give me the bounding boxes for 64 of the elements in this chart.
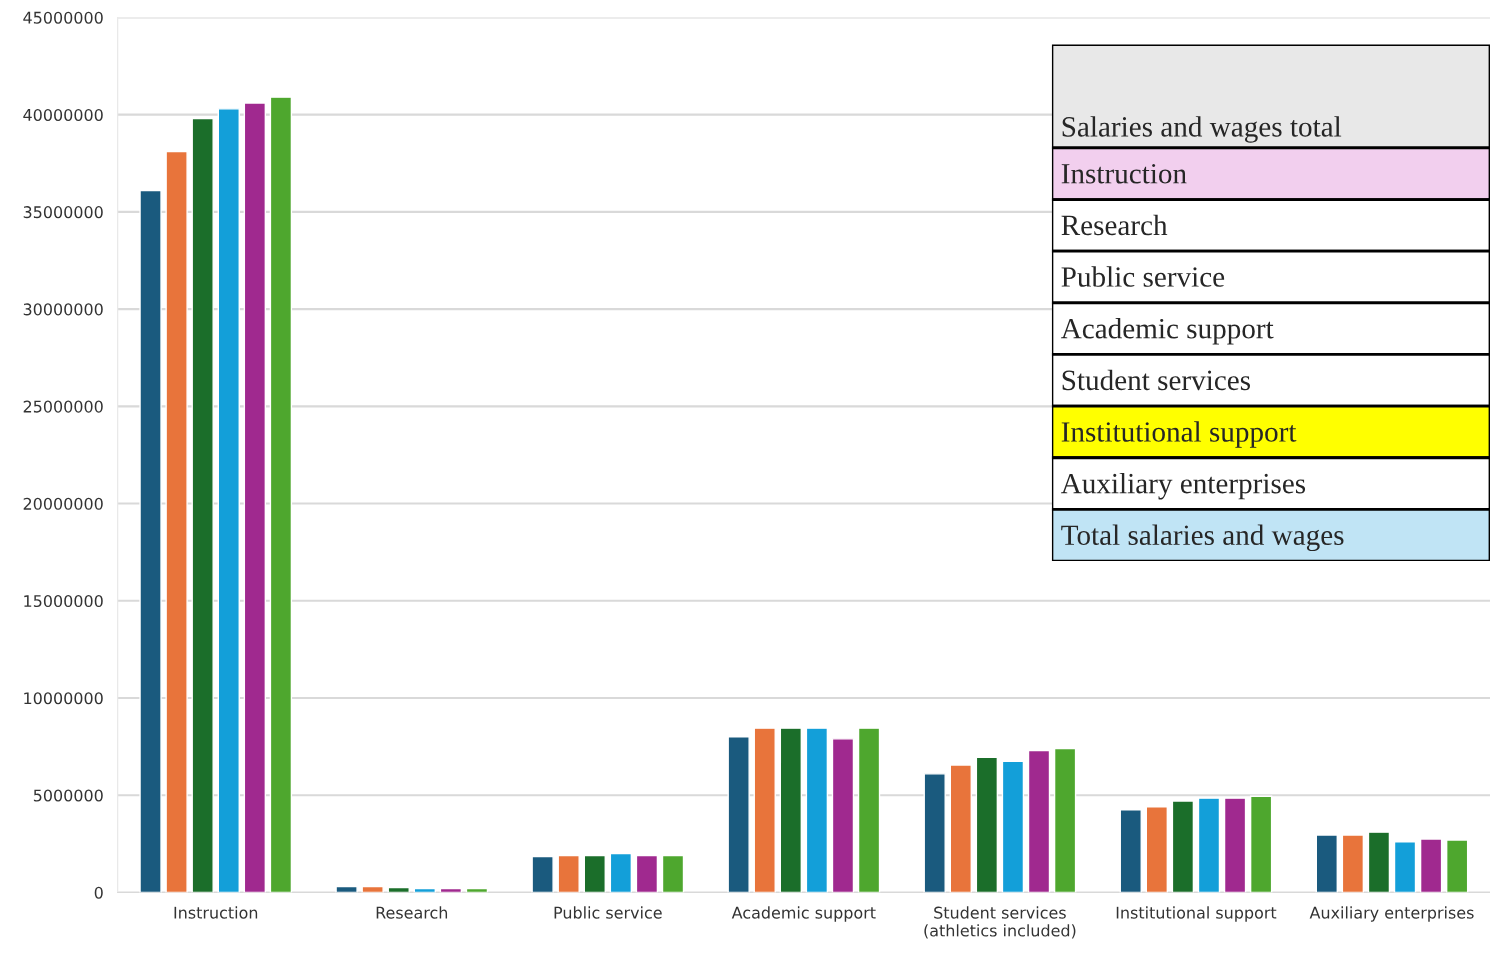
- annotation: Instruction: [1061, 163, 1187, 184]
- bar: [1171, 800, 1195, 893]
- x-tick-label: Academic support: [731, 906, 876, 922]
- bar: [1445, 839, 1469, 893]
- annotation: Research: [1061, 214, 1168, 236]
- x-tick-label: Auxiliary enterprises: [1309, 906, 1474, 922]
- y-tick-label: 10000000: [24, 692, 103, 705]
- bar: [857, 727, 881, 893]
- bar: [1001, 760, 1025, 893]
- bar: [583, 854, 606, 893]
- bar: [1119, 809, 1142, 893]
- bar: [975, 756, 999, 893]
- bar: [1197, 797, 1221, 893]
- y-tick-label: 40000000: [23, 108, 103, 121]
- y-tick-label: 25000000: [23, 400, 103, 413]
- bar: [1419, 838, 1443, 893]
- bar: [1341, 834, 1365, 893]
- bar: [335, 885, 358, 893]
- bar: [635, 854, 659, 893]
- annotation: Total salaries and wages: [1061, 524, 1344, 552]
- bar: [1249, 795, 1273, 893]
- bar: [1027, 749, 1051, 893]
- bar: [1223, 797, 1247, 893]
- annotation: Auxiliary enterprises: [1060, 472, 1306, 500]
- y-tick-label: 30000000: [23, 303, 103, 316]
- bar: [217, 108, 240, 893]
- bar: [531, 855, 554, 893]
- bar: [609, 852, 633, 893]
- bar: [661, 854, 685, 893]
- y-tick-label: 20000000: [23, 497, 103, 510]
- x-tick-label: Instruction: [174, 906, 258, 919]
- bar: [557, 854, 580, 893]
- text: Salaries and wages total: [1062, 116, 1342, 143]
- x-tick-label: Institutional support: [1116, 906, 1277, 922]
- bar: [779, 727, 803, 893]
- bar: [1315, 834, 1338, 893]
- bar: [1393, 841, 1417, 893]
- bar: [805, 727, 829, 893]
- bar: [1145, 806, 1169, 893]
- bar: [753, 727, 776, 893]
- bar: [191, 117, 214, 893]
- bar: [243, 102, 267, 893]
- bar: [923, 773, 946, 893]
- bar: [269, 96, 293, 893]
- bar: [949, 764, 972, 893]
- bar: [165, 150, 188, 893]
- y-tick-label: 0: [94, 886, 103, 899]
- annotation: Academic support: [1060, 317, 1274, 345]
- bar: [1367, 831, 1391, 893]
- bar: [361, 885, 384, 893]
- bar: [831, 738, 855, 893]
- annotation: Public service: [1061, 266, 1225, 287]
- bar: [727, 736, 750, 893]
- x-tick-label: Research: [376, 906, 448, 919]
- bar: [1053, 747, 1077, 893]
- y-tick-label: 5000000: [33, 789, 103, 802]
- y-tick-label: 35000000: [23, 206, 103, 219]
- x-tick-label: Student services (athletics included): [924, 906, 1076, 939]
- annotation: Institutional support: [1061, 421, 1297, 448]
- bar: [139, 189, 162, 893]
- y-tick-label: 15000000: [24, 594, 103, 608]
- annotation: Student services: [1062, 369, 1250, 391]
- y-tick-label: 45000000: [23, 11, 103, 24]
- x-tick-label: Public service: [554, 906, 662, 919]
